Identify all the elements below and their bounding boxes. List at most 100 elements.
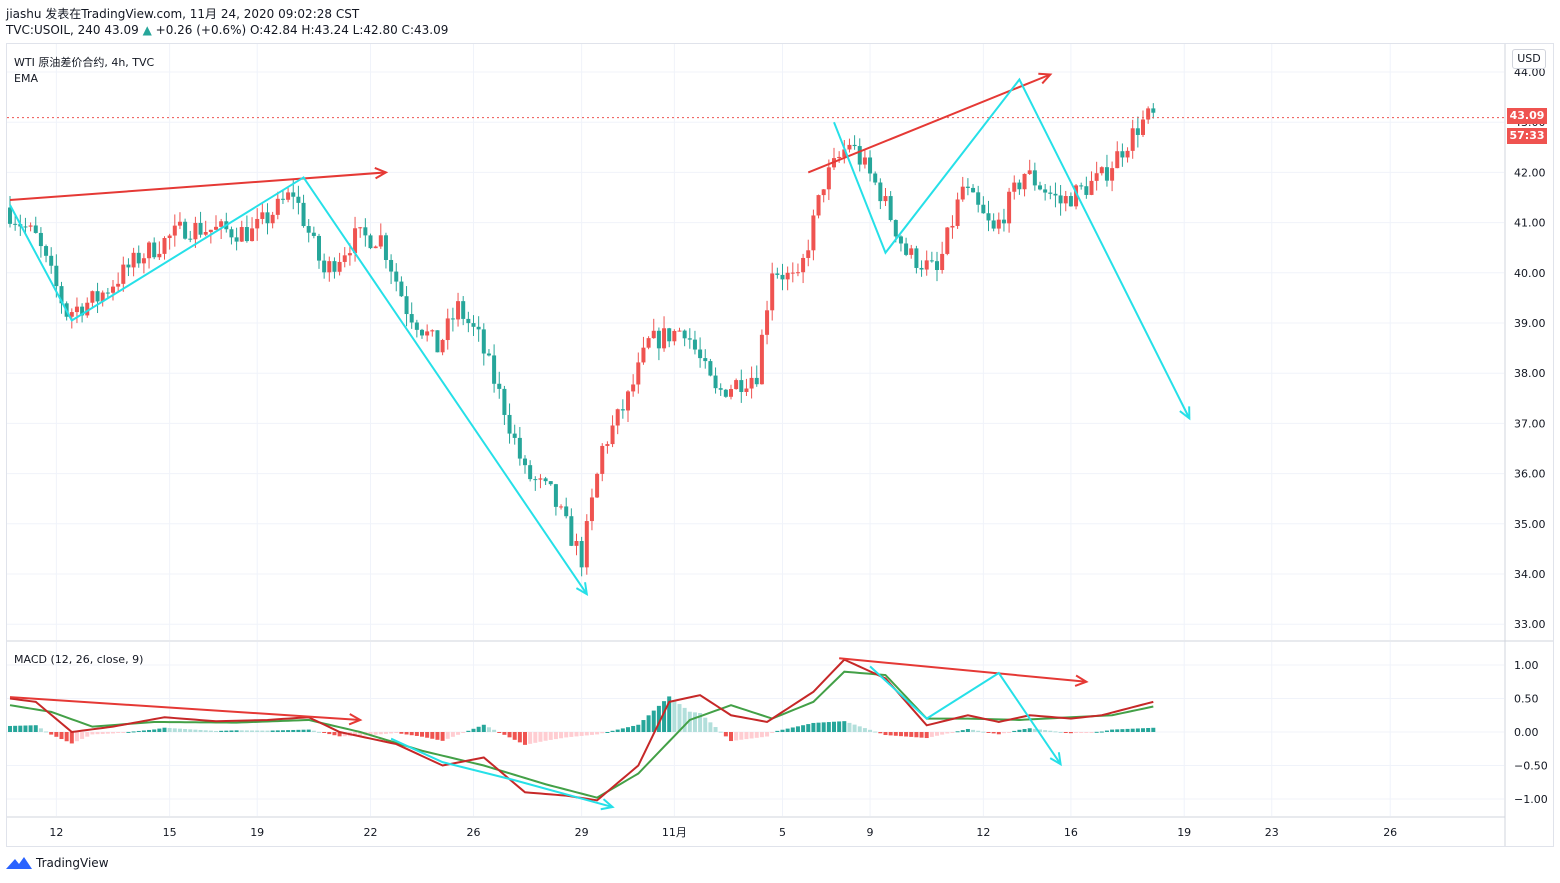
macd-legend[interactable]: MACD (12, 26, close, 9)	[14, 653, 144, 666]
macd-histogram-bar	[842, 721, 847, 732]
candle-body	[646, 338, 651, 348]
macd-histogram-bar	[1130, 728, 1135, 732]
zigzag-cyan	[9, 176, 588, 595]
candle-body	[677, 330, 682, 332]
macd-histogram-bar	[1063, 732, 1068, 733]
candle-body	[553, 484, 558, 507]
candle-body	[615, 409, 620, 426]
macd-histogram-bar	[1027, 728, 1032, 732]
signal-line	[9, 670, 1154, 799]
macd-histogram-bar	[476, 726, 481, 732]
time-tick-label: 22	[364, 826, 378, 839]
macd-histogram-bar	[224, 730, 229, 732]
macd-histogram-bar	[692, 712, 697, 732]
candle-body	[1027, 170, 1032, 174]
macd-histogram-bar	[394, 732, 399, 734]
ema-legend[interactable]: EMA	[14, 72, 38, 85]
candle-body	[420, 329, 424, 336]
macd-histogram-bar	[600, 732, 605, 734]
time-tick-label: 29	[575, 826, 589, 839]
candle-body	[38, 232, 43, 247]
currency-button[interactable]: USD	[1512, 49, 1546, 69]
macd-histogram-bar	[13, 725, 18, 732]
macd-histogram-bar	[548, 732, 553, 740]
macd-histogram-bar	[770, 732, 775, 733]
candle-body	[13, 223, 18, 225]
candle-body	[976, 192, 981, 205]
symbol[interactable]: TVC:USOIL, 240	[6, 23, 101, 37]
macd-histogram-bar	[507, 732, 512, 738]
candle-body	[327, 261, 332, 273]
candle-body	[358, 227, 363, 229]
instrument-legend[interactable]: WTI 原油差价合约, 4h, TVC	[14, 56, 155, 69]
candle-body	[172, 225, 177, 236]
candle-body	[940, 253, 945, 270]
macd-histogram-bar	[1115, 729, 1120, 732]
candle-body	[1001, 219, 1006, 224]
candle-body	[605, 444, 610, 446]
macd-histogram-bar	[626, 727, 630, 732]
candle-body	[1017, 182, 1022, 190]
macd-histogram-bar	[121, 732, 126, 733]
macd-histogram-bar	[208, 730, 213, 732]
candle-body	[543, 478, 548, 482]
macd-histogram-bar	[924, 732, 929, 739]
macd-histogram-bar	[90, 732, 95, 735]
macd-histogram-bar	[857, 726, 862, 732]
macd-zigzag-arrowhead	[600, 798, 615, 811]
macd-histogram-bar	[131, 731, 136, 733]
macd-histogram-bar	[301, 729, 306, 732]
macd-histogram-bar	[49, 732, 54, 735]
zigzag-cyan	[833, 77, 1191, 419]
macd-histogram-bar	[811, 722, 816, 732]
macd-histogram-bar	[672, 700, 677, 732]
candle-body	[996, 219, 1001, 229]
trend-arrowhead	[374, 167, 389, 180]
macd-trend-arrowhead	[348, 713, 363, 726]
macd-histogram-bar	[893, 732, 898, 736]
macd-histogram-bar	[821, 722, 826, 732]
macd-histogram-bar	[1022, 729, 1027, 732]
macd-histogram-bar	[100, 732, 105, 734]
candle-body	[909, 248, 914, 255]
candle-body	[167, 235, 172, 239]
macd-histogram-bar	[605, 732, 610, 733]
macd-histogram-bar	[353, 732, 358, 737]
candle-body	[574, 541, 579, 546]
macd-histogram-bar	[512, 732, 517, 740]
candle-body	[507, 414, 512, 434]
candle-body	[353, 228, 358, 254]
candle-body	[430, 330, 435, 332]
candle-body	[1043, 189, 1048, 193]
macd-histogram-bar	[682, 707, 687, 732]
candle-body	[1120, 151, 1125, 158]
candle-body	[141, 258, 146, 264]
time-tick-label: 12	[49, 826, 63, 839]
macd-histogram-bar	[111, 732, 115, 734]
candle-body	[888, 196, 893, 221]
macd-histogram-bar	[116, 732, 121, 733]
candle-body	[1094, 173, 1099, 181]
candle-body	[842, 149, 847, 157]
price-tick-label: 36.00	[1514, 468, 1546, 481]
macd-histogram-bar	[775, 730, 780, 732]
candle-body	[981, 204, 986, 214]
macd-histogram-bar	[960, 730, 965, 732]
candle-body	[610, 425, 615, 445]
macd-histogram-bar	[18, 725, 23, 732]
macd-histogram-bar	[610, 730, 615, 732]
macd-histogram-bar	[466, 730, 471, 732]
macd-histogram-bar	[940, 732, 945, 735]
macd-histogram-bar	[883, 732, 888, 736]
candle-body	[1151, 108, 1156, 113]
candle-body	[440, 340, 445, 353]
macd-histogram-bar	[574, 732, 579, 737]
candle-body	[636, 362, 641, 385]
macd-histogram-bar	[1043, 730, 1048, 732]
macd-histogram-bar	[801, 725, 806, 732]
macd-histogram-bar	[837, 721, 842, 732]
macd-histogram-bar	[80, 732, 85, 739]
brand[interactable]: TradingView	[6, 855, 109, 871]
macd-histogram-bar	[919, 732, 924, 738]
